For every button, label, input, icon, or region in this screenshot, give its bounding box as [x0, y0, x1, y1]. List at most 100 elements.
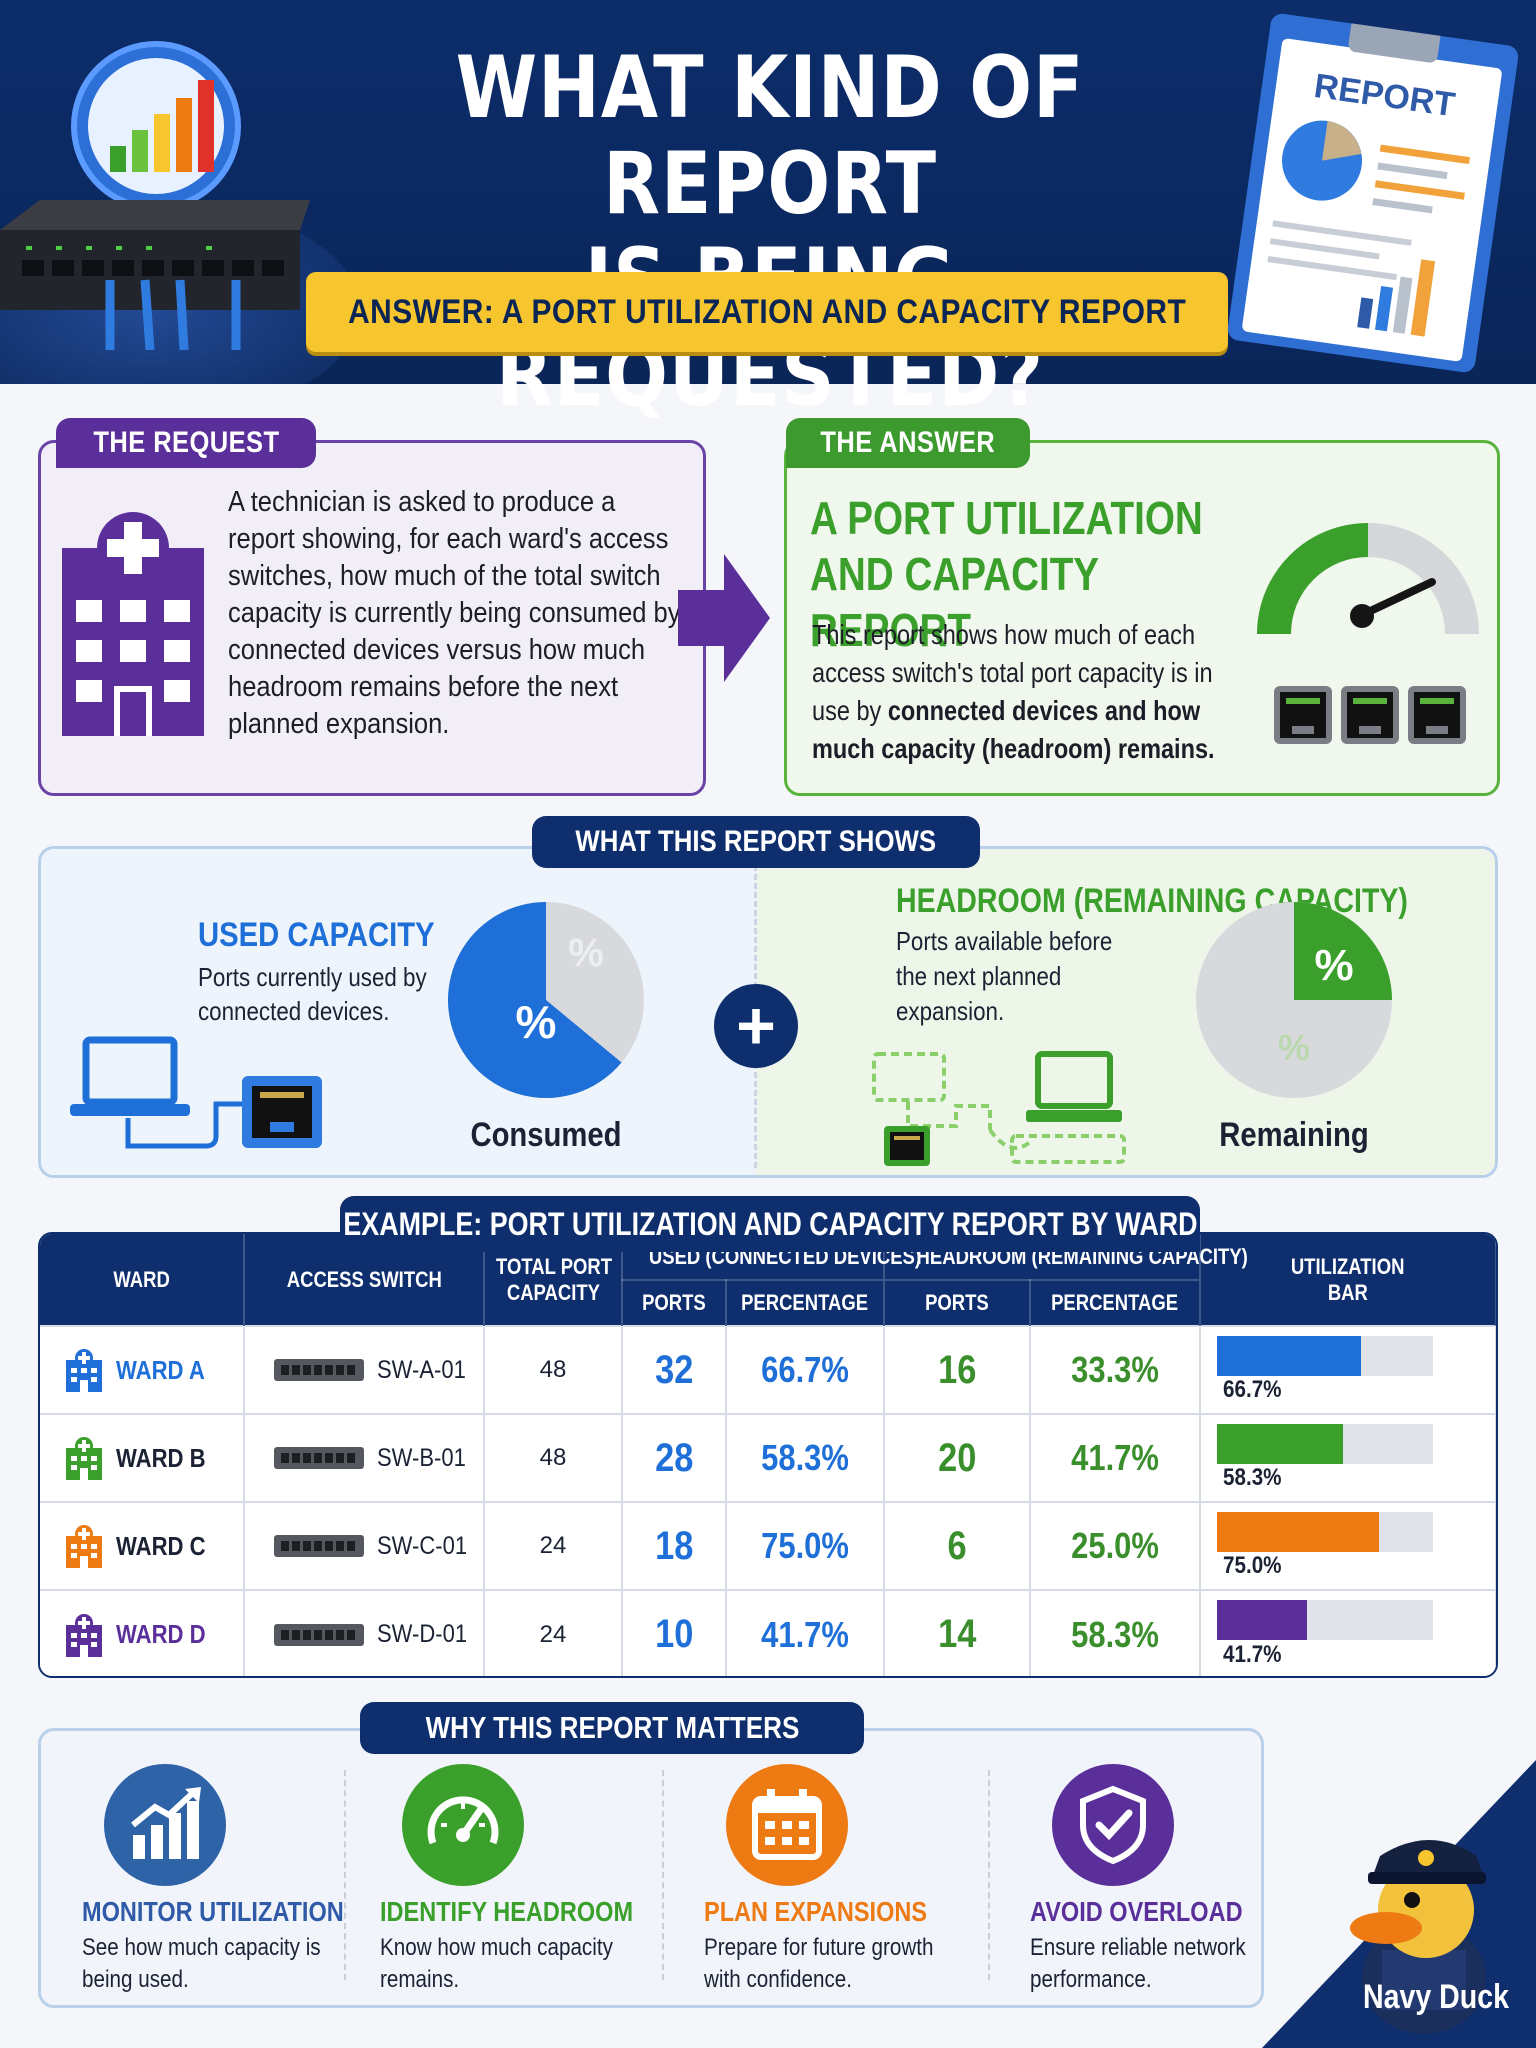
head-ports-cell: 20 — [884, 1413, 1032, 1502]
head-ports-cell: 14 — [884, 1589, 1032, 1676]
bar-chart-icon — [104, 1764, 226, 1886]
col-utilization-bar: UTILIZATION BAR — [1200, 1234, 1496, 1326]
laptop-connected-icon — [70, 1036, 322, 1149]
switch-cell: SW-C-01 — [244, 1501, 485, 1590]
consumed-pct-label: % — [516, 996, 557, 1048]
why-item-title: AVOID OVERLOAD — [1030, 1896, 1243, 1927]
switch-name: SW-A-01 — [377, 1355, 466, 1384]
consumed-label: Consumed — [470, 1116, 622, 1154]
answer-tag: THE ANSWER — [786, 418, 1030, 468]
col-used-ports: PORTS — [622, 1279, 727, 1326]
utilization-bar-fill — [1217, 1600, 1308, 1641]
ward-label: WARD A — [116, 1354, 205, 1385]
signal-bars-icon — [71, 41, 241, 211]
network-switch-icon — [0, 200, 310, 350]
head-pct-cell: 33.3% — [1030, 1325, 1202, 1414]
why-item-desc: Know how much capacity remains. — [380, 1934, 613, 1993]
head-ports-cell: 16 — [884, 1325, 1032, 1414]
head-pct-cell: 41.7% — [1030, 1413, 1202, 1502]
ward-label: WARD B — [116, 1442, 206, 1473]
switch-cell: SW-A-01 — [244, 1325, 485, 1414]
arrow-right-icon — [678, 554, 770, 682]
utilization-bar — [1217, 1600, 1434, 1641]
gauge-icon — [402, 1764, 524, 1886]
utilization-bar — [1217, 1335, 1434, 1376]
capacity-cell: 24 — [484, 1589, 623, 1676]
request-card — [38, 440, 706, 796]
utilization-bar-cell: 58.3% — [1200, 1413, 1496, 1502]
report-shows-tag: WHAT THIS REPORT SHOWS — [532, 816, 980, 868]
col-head-pct: PERCENTAGE — [1030, 1279, 1202, 1326]
table-title-tag: EXAMPLE: PORT UTILIZATION AND CAPACITY R… — [340, 1196, 1200, 1252]
capacity-cell: 48 — [484, 1413, 623, 1502]
used-pct-cell: 75.0% — [726, 1501, 886, 1590]
ward-cell: WARD D — [40, 1589, 245, 1676]
answer-banner-text: ANSWER: A PORT UTILIZATION AND CAPACITY … — [347, 292, 1187, 331]
switch-icon — [274, 1535, 364, 1557]
answer-text: This report shows how much of each acces… — [812, 616, 1249, 768]
table-title: EXAMPLE: PORT UTILIZATION AND CAPACITY R… — [342, 1205, 1198, 1242]
switch-cell: SW-B-01 — [244, 1413, 485, 1502]
utilization-bar-cell: 75.0% — [1200, 1501, 1496, 1590]
hospital-icon — [66, 1349, 102, 1392]
available-devices-icon — [872, 1051, 1126, 1166]
table-row: WARD A SW-A-01 48 32 66.7% 16 33.3% 66.7% — [40, 1325, 1496, 1414]
utilization-bar-cell: 41.7% — [1200, 1589, 1496, 1676]
consumed-slice — [447, 902, 622, 1098]
switch-name: SW-D-01 — [377, 1620, 468, 1648]
ethernet-ports-icon — [1274, 686, 1466, 744]
utilization-bar-value: 75.0% — [1223, 1552, 1282, 1580]
ward-cell: WARD A — [40, 1325, 245, 1414]
ward-cell: WARD C — [40, 1501, 245, 1590]
hospital-icon — [66, 1525, 102, 1568]
used-ports-cell: 28 — [622, 1413, 727, 1502]
table-row: WARD C SW-C-01 24 18 75.0% 6 25.0% 75.0% — [40, 1501, 1496, 1590]
hospital-icon — [66, 1437, 102, 1480]
plus-icon: + — [714, 984, 798, 1068]
report-clipboard-icon: REPORT — [1227, 13, 1519, 373]
report-shows-tag-label: WHAT THIS REPORT SHOWS — [575, 825, 937, 858]
why-matters-tag: WHY THIS REPORT MATTERS — [360, 1702, 864, 1754]
head-pct-cell: 58.3% — [1030, 1589, 1202, 1676]
switch-name: SW-C-01 — [377, 1531, 468, 1560]
request-text: A technician is asked to produce a repor… — [228, 486, 681, 740]
ward-cell: WARD B — [40, 1413, 245, 1502]
ward-report-table: WARD ACCESS SWITCH TOTAL PORT CAPACITY US… — [38, 1232, 1498, 1678]
used-ports-cell: 10 — [622, 1589, 727, 1676]
page-title: WHAT KIND OF REPORT IS BEING REQUESTED? — [366, 40, 1174, 424]
shield-check-icon — [1052, 1764, 1174, 1886]
divider — [988, 1770, 990, 1980]
title-line-1: WHAT KIND OF REPORT — [455, 38, 1085, 234]
mascot-label: Navy Duck — [1362, 1978, 1510, 2016]
used-ports-cell: 18 — [622, 1501, 727, 1590]
ward-label: WARD C — [116, 1530, 206, 1561]
remaining-pct-label: % — [1314, 941, 1353, 990]
answer-banner: ANSWER: A PORT UTILIZATION AND CAPACITY … — [306, 272, 1228, 352]
remaining-label: Remaining — [1219, 1116, 1369, 1154]
used-pct-cell: 41.7% — [726, 1589, 886, 1676]
divider — [662, 1770, 664, 1980]
why-item-title: PLAN EXPANSIONS — [704, 1896, 928, 1927]
why-item-title: IDENTIFY HEADROOM — [380, 1896, 634, 1927]
answer-heading-line-1: A PORT UTILIZATION — [810, 492, 1203, 544]
calendar-icon — [726, 1764, 848, 1886]
consumed-pie-chart: % % — [447, 902, 644, 1098]
switch-cell: SW-D-01 — [244, 1589, 485, 1676]
capacity-cell: 48 — [484, 1325, 623, 1414]
utilization-bar-value: 66.7% — [1223, 1376, 1282, 1404]
utilization-bar-value: 58.3% — [1223, 1464, 1282, 1492]
answer-heading-line-2: AND CAPACITY REPORT — [810, 548, 1099, 656]
request-tag: THE REQUEST — [56, 418, 316, 468]
hospital-icon — [66, 1613, 102, 1657]
switch-icon — [274, 1623, 364, 1646]
consumed-minor-pct-label: % — [568, 931, 604, 975]
table-row: WARD D SW-D-01 24 10 41.7% 14 58.3% 41.7% — [40, 1589, 1496, 1676]
why-item-desc: See how much capacity is being used. — [82, 1934, 321, 1993]
col-ward: WARD — [40, 1234, 245, 1326]
used-pct-cell: 66.7% — [726, 1325, 886, 1414]
remaining-pie-chart: % % — [1196, 902, 1392, 1098]
utilization-bar-fill — [1217, 1335, 1362, 1376]
ward-label: WARD D — [116, 1619, 206, 1649]
utilization-bar-value: 41.7% — [1223, 1640, 1282, 1668]
capacity-cell: 24 — [484, 1501, 623, 1590]
